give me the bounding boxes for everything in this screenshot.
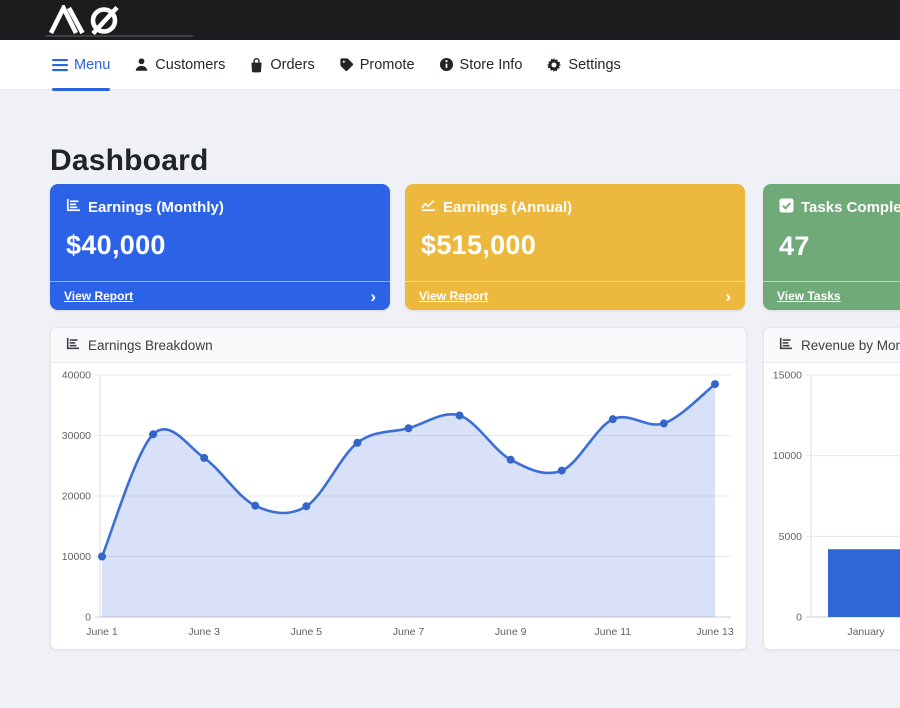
chart-title: Revenue by Month bbox=[801, 337, 900, 353]
person-icon bbox=[134, 57, 149, 72]
svg-text:40000: 40000 bbox=[62, 370, 91, 382]
tag-icon bbox=[339, 57, 354, 72]
stat-card-footer: View Tasks › bbox=[763, 281, 900, 310]
nav-item-label: Store Info bbox=[459, 56, 523, 73]
nav-item-label: Settings bbox=[568, 56, 621, 73]
svg-text:June 13: June 13 bbox=[696, 626, 734, 638]
chevron-right-icon[interactable]: › bbox=[725, 286, 731, 306]
brand-logo[interactable] bbox=[47, 2, 139, 40]
main-nav: Menu Customers Orders Promote Store I bbox=[0, 40, 900, 91]
gear-icon bbox=[546, 57, 562, 73]
line-chart-icon bbox=[421, 198, 436, 216]
logo-underline bbox=[45, 35, 193, 37]
stat-card-value: 47 bbox=[779, 231, 810, 261]
check-square-icon bbox=[779, 198, 794, 217]
view-report-link[interactable]: View Report bbox=[64, 289, 134, 303]
chart-header: Revenue by Month bbox=[764, 328, 900, 363]
nav-item-menu[interactable]: Menu bbox=[52, 40, 111, 91]
shopping-bag-icon bbox=[249, 57, 264, 73]
info-circle-icon bbox=[439, 57, 454, 72]
topbar bbox=[0, 0, 900, 40]
svg-text:20000: 20000 bbox=[62, 491, 91, 503]
svg-text:June 5: June 5 bbox=[291, 626, 323, 638]
stat-card-tasks-completed: Tasks Completed 47 View Tasks › bbox=[763, 184, 900, 310]
nav-item-label: Orders bbox=[270, 56, 315, 73]
svg-text:June 3: June 3 bbox=[188, 626, 220, 638]
svg-text:10000: 10000 bbox=[62, 551, 91, 563]
hamburger-icon bbox=[52, 58, 68, 72]
bar-chart-icon bbox=[66, 337, 80, 353]
svg-text:10000: 10000 bbox=[773, 450, 802, 462]
bar-chart-icon bbox=[779, 337, 793, 353]
revenue-by-month-card: Revenue by Month 0 5000 10000 15000 January bbox=[763, 327, 900, 650]
stat-card-value: $40,000 bbox=[66, 230, 166, 260]
svg-text:June 1: June 1 bbox=[86, 626, 118, 638]
stat-card-title: Tasks Completed bbox=[801, 199, 900, 216]
stat-card-footer: View Report › bbox=[405, 281, 745, 310]
nav-item-label: Menu bbox=[74, 56, 111, 73]
nav-item-store-info[interactable]: Store Info bbox=[439, 40, 523, 90]
nav-item-orders[interactable]: Orders bbox=[249, 40, 315, 90]
nav-item-label: Customers bbox=[155, 56, 226, 73]
svg-text:5000: 5000 bbox=[779, 531, 803, 543]
svg-text:June 7: June 7 bbox=[393, 626, 425, 638]
stat-card-title: Earnings (Monthly) bbox=[88, 198, 224, 216]
stat-card-title: Earnings (Annual) bbox=[443, 198, 573, 216]
bar-chart-icon bbox=[66, 198, 81, 216]
revenue-by-month-bar-chart: 0 5000 10000 15000 January bbox=[773, 370, 900, 638]
nav-item-customers[interactable]: Customers bbox=[134, 40, 225, 90]
svg-text:June 11: June 11 bbox=[595, 626, 632, 638]
svg-text:June 9: June 9 bbox=[495, 626, 527, 638]
page-title: Dashboard bbox=[50, 144, 209, 177]
active-tab-underline bbox=[52, 87, 111, 91]
svg-text:January: January bbox=[847, 626, 885, 638]
nav-item-settings[interactable]: Settings bbox=[546, 40, 621, 90]
mq-logo-icon bbox=[47, 2, 139, 39]
stat-card-earnings-monthly: Earnings (Monthly) $40,000 View Report › bbox=[50, 184, 390, 310]
svg-text:0: 0 bbox=[796, 612, 802, 624]
chart-header: Earnings Breakdown bbox=[51, 328, 746, 363]
view-report-link[interactable]: View Report bbox=[419, 289, 489, 303]
svg-text:30000: 30000 bbox=[62, 430, 91, 442]
chevron-right-icon[interactable]: › bbox=[370, 286, 376, 306]
stat-card-footer: View Report › bbox=[50, 281, 390, 310]
stat-card-earnings-annual: Earnings (Annual) $515,000 View Report › bbox=[405, 184, 745, 310]
svg-text:0: 0 bbox=[85, 612, 91, 624]
chart-title: Earnings Breakdown bbox=[88, 337, 213, 353]
nav-item-label: Promote bbox=[359, 56, 415, 73]
nav-item-promote[interactable]: Promote bbox=[339, 40, 415, 90]
earnings-breakdown-card: Earnings Breakdown 0 10000 20000 30000 40000… bbox=[50, 327, 747, 650]
earnings-breakdown-line-chart: 0 10000 20000 30000 40000 June 1 June 3 June 5 J… bbox=[62, 370, 734, 639]
svg-text:15000: 15000 bbox=[773, 370, 802, 382]
view-tasks-link[interactable]: View Tasks bbox=[777, 289, 841, 303]
stat-card-value: $515,000 bbox=[421, 230, 537, 260]
